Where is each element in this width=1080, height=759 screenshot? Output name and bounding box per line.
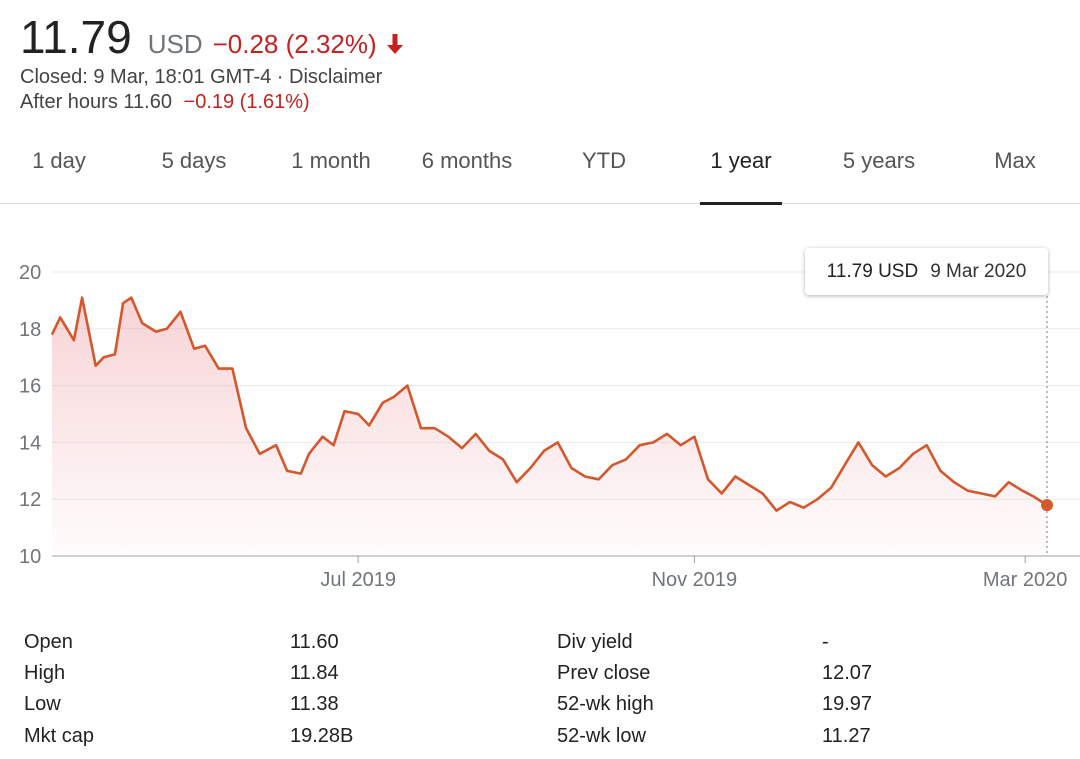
market-status: Closed: 9 Mar, 18:01 GMT-4 · Disclaimer bbox=[20, 66, 382, 89]
after-hours-change: −0.19 (1.61%) bbox=[183, 91, 310, 113]
y-tick-label: 14 bbox=[19, 432, 41, 454]
hover-point bbox=[1041, 499, 1053, 512]
tab-label: 5 days bbox=[161, 148, 227, 173]
tab-label: YTD bbox=[582, 148, 626, 173]
after-hours-text: After hours 11.60 bbox=[20, 91, 172, 113]
tab-label: 6 months bbox=[421, 148, 513, 173]
down-arrow-icon bbox=[386, 34, 403, 54]
currency-code: USD bbox=[147, 29, 203, 59]
tab-label: 1 day bbox=[32, 148, 86, 173]
tab-label: 1 year bbox=[710, 148, 772, 173]
stat-value-high: 11.84 bbox=[290, 662, 339, 684]
tab-label: Max bbox=[994, 148, 1036, 173]
tab-max[interactable]: Max bbox=[955, 148, 1075, 203]
time-range-tabs: 1 day 5 days 1 month 6 months YTD 1 year… bbox=[0, 130, 1080, 205]
tab-1-day[interactable]: 1 day bbox=[0, 148, 118, 203]
stat-label-high: High bbox=[24, 662, 66, 684]
price-chart[interactable]: 10 12 14 16 18 20 Jul 2019 Nov 2019 Mar 2020 bbox=[0, 245, 1080, 600]
stat-label-open: Open bbox=[24, 631, 73, 653]
tab-label: 1 month bbox=[291, 148, 371, 173]
y-tick-label: 18 bbox=[19, 319, 41, 341]
stat-label-div-yield: Div yield bbox=[557, 631, 633, 653]
tab-label: 5 years bbox=[842, 148, 916, 173]
price-header: 11.79 USD −0.28 (2.32%) bbox=[20, 10, 405, 66]
stat-label-52wk-high: 52-wk high bbox=[557, 693, 654, 715]
tab-1-month[interactable]: 1 month bbox=[265, 148, 397, 203]
tooltip-date: 9 Mar 2020 bbox=[930, 260, 1027, 282]
stat-value-prev-close: 12.07 bbox=[822, 662, 873, 684]
y-tick-label: 10 bbox=[19, 546, 41, 568]
stat-label-low: Low bbox=[24, 693, 61, 715]
stat-value-open: 11.60 bbox=[290, 631, 339, 653]
tab-6-months[interactable]: 6 months bbox=[400, 148, 534, 203]
y-tick-label: 20 bbox=[19, 262, 41, 284]
x-tick-label: Jul 2019 bbox=[320, 569, 396, 591]
stat-value-52wk-high: 19.97 bbox=[822, 693, 873, 715]
stat-value-mkt-cap: 19.28B bbox=[290, 725, 354, 747]
y-tick-label: 16 bbox=[19, 376, 41, 398]
active-tab-indicator bbox=[700, 202, 782, 205]
closed-text: Closed: 9 Mar, 18:01 GMT-4 · bbox=[20, 66, 289, 88]
price-change: −0.28 (2.32%) bbox=[212, 29, 377, 59]
after-hours: After hours 11.60 −0.19 (1.61%) bbox=[20, 91, 310, 114]
tab-ytd[interactable]: YTD bbox=[540, 148, 668, 203]
y-tick-label: 12 bbox=[19, 489, 41, 511]
current-price: 11.79 bbox=[20, 11, 132, 63]
tab-1-year[interactable]: 1 year bbox=[700, 148, 782, 205]
price-area-fill bbox=[52, 297, 1047, 556]
tab-5-years[interactable]: 5 years bbox=[815, 148, 943, 203]
stat-value-low: 11.38 bbox=[290, 693, 339, 715]
price-tooltip: 11.79 USD 9 Mar 2020 bbox=[805, 248, 1048, 295]
stat-value-div-yield: - bbox=[822, 631, 829, 653]
stat-value-52wk-low: 11.27 bbox=[822, 725, 871, 747]
disclaimer-link[interactable]: Disclaimer bbox=[289, 66, 383, 88]
x-tick-label: Mar 2020 bbox=[983, 569, 1068, 591]
stat-label-prev-close: Prev close bbox=[557, 662, 651, 684]
stat-label-52wk-low: 52-wk low bbox=[557, 725, 646, 747]
price-line bbox=[50, 296, 1048, 512]
tab-5-days[interactable]: 5 days bbox=[130, 148, 258, 203]
tooltip-value: 11.79 USD bbox=[826, 260, 919, 282]
x-tick-label: Nov 2019 bbox=[652, 569, 738, 591]
stat-label-mkt-cap: Mkt cap bbox=[24, 725, 95, 747]
